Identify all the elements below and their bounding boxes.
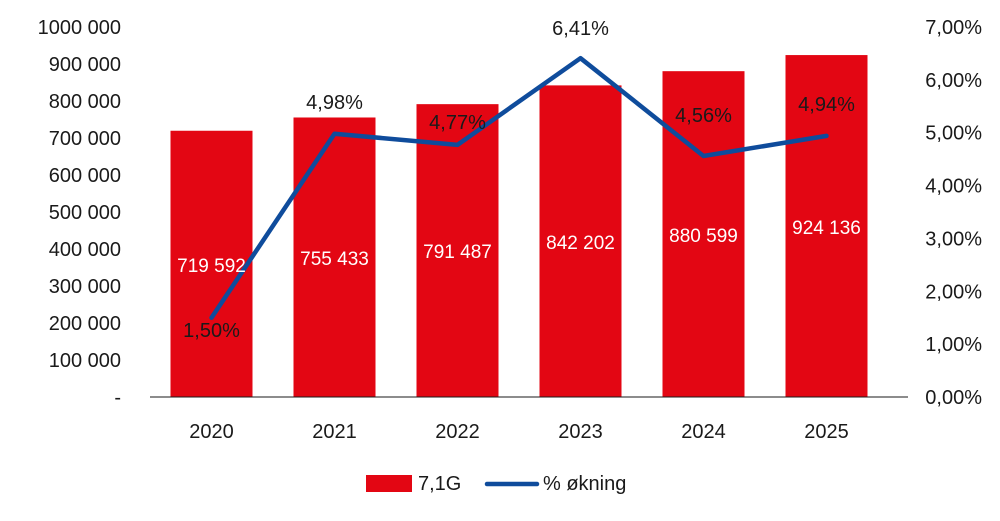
right-axis-tick-label: 0,00% [925, 387, 982, 409]
bar-value-label: 842 202 [546, 233, 615, 254]
bar-value-label: 791 487 [423, 242, 492, 263]
line-value-labels: 1,50% 4,98% 4,77% 6,41% 4,56% 4,94% [183, 18, 855, 342]
right-axis-tick-label: 2,00% [925, 281, 982, 303]
bar-value-label: 755 433 [300, 249, 369, 270]
left-axis-tick-label: 800 000 [49, 91, 121, 113]
bar [539, 85, 622, 398]
x-axis-ticks: 2020 2021 2022 2023 2024 2025 [189, 421, 849, 443]
bar-value-label: 880 599 [669, 226, 738, 247]
bar [170, 130, 253, 397]
left-axis-tick-label: 900 000 [49, 54, 121, 76]
line-value-label: 6,41% [552, 18, 609, 40]
legend-bar-label: 7,1G [418, 473, 461, 495]
left-axis-tick-label: 600 000 [49, 165, 121, 187]
right-axis-tick-label: 6,00% [925, 70, 982, 92]
bar-value-label: 719 592 [177, 256, 246, 277]
x-axis-tick-label: 2024 [681, 421, 726, 443]
left-axis-tick-label: 400 000 [49, 239, 121, 261]
percent-line [209, 55, 829, 320]
x-axis-tick-label: 2023 [558, 421, 603, 443]
left-axis-tick-label: - [114, 387, 121, 409]
right-axis-tick-label: 1,00% [925, 334, 982, 356]
right-axis-ticks: 0,00% 1,00% 2,00% 3,00% 4,00% 5,00% 6,00% 7,00% [925, 17, 982, 409]
bar [416, 104, 499, 397]
bar [662, 71, 745, 397]
left-axis-tick-label: 100 000 [49, 350, 121, 372]
left-axis-tick-label: 300 000 [49, 276, 121, 298]
right-axis-tick-label: 7,00% [925, 17, 982, 39]
line-value-label: 4,94% [798, 94, 855, 116]
legend-bar-swatch [366, 475, 412, 492]
line-value-label: 1,50% [183, 320, 240, 342]
x-axis-tick-label: 2020 [189, 421, 234, 443]
bar-value-label: 924 136 [792, 218, 861, 239]
line-value-label: 4,56% [675, 105, 732, 127]
legend: 7,1G % økning [366, 473, 626, 495]
bar [785, 55, 868, 398]
line-value-label: 4,98% [306, 92, 363, 114]
left-axis-tick-label: 500 000 [49, 202, 121, 224]
bar [293, 117, 376, 397]
legend-line-label: % økning [543, 473, 626, 495]
line-value-label: 4,77% [429, 112, 486, 134]
left-axis-tick-label: 200 000 [49, 313, 121, 335]
right-axis-tick-label: 3,00% [925, 228, 982, 250]
bar-value-labels: 719 592 755 433 791 487 842 202 880 599 924 1… [177, 218, 861, 277]
line-series [209, 55, 829, 320]
left-axis-tick-label: 1000 000 [38, 17, 121, 39]
x-axis-tick-label: 2021 [312, 421, 357, 443]
x-axis-tick-label: 2022 [435, 421, 480, 443]
right-axis-tick-label: 5,00% [925, 123, 982, 145]
left-axis-tick-label: 700 000 [49, 128, 121, 150]
right-axis-tick-label: 4,00% [925, 176, 982, 198]
left-axis-ticks: - 100 000 200 000 300 000 400 000 500 000 600 … [38, 17, 121, 409]
bar-series [170, 55, 868, 398]
x-axis-tick-label: 2025 [804, 421, 849, 443]
